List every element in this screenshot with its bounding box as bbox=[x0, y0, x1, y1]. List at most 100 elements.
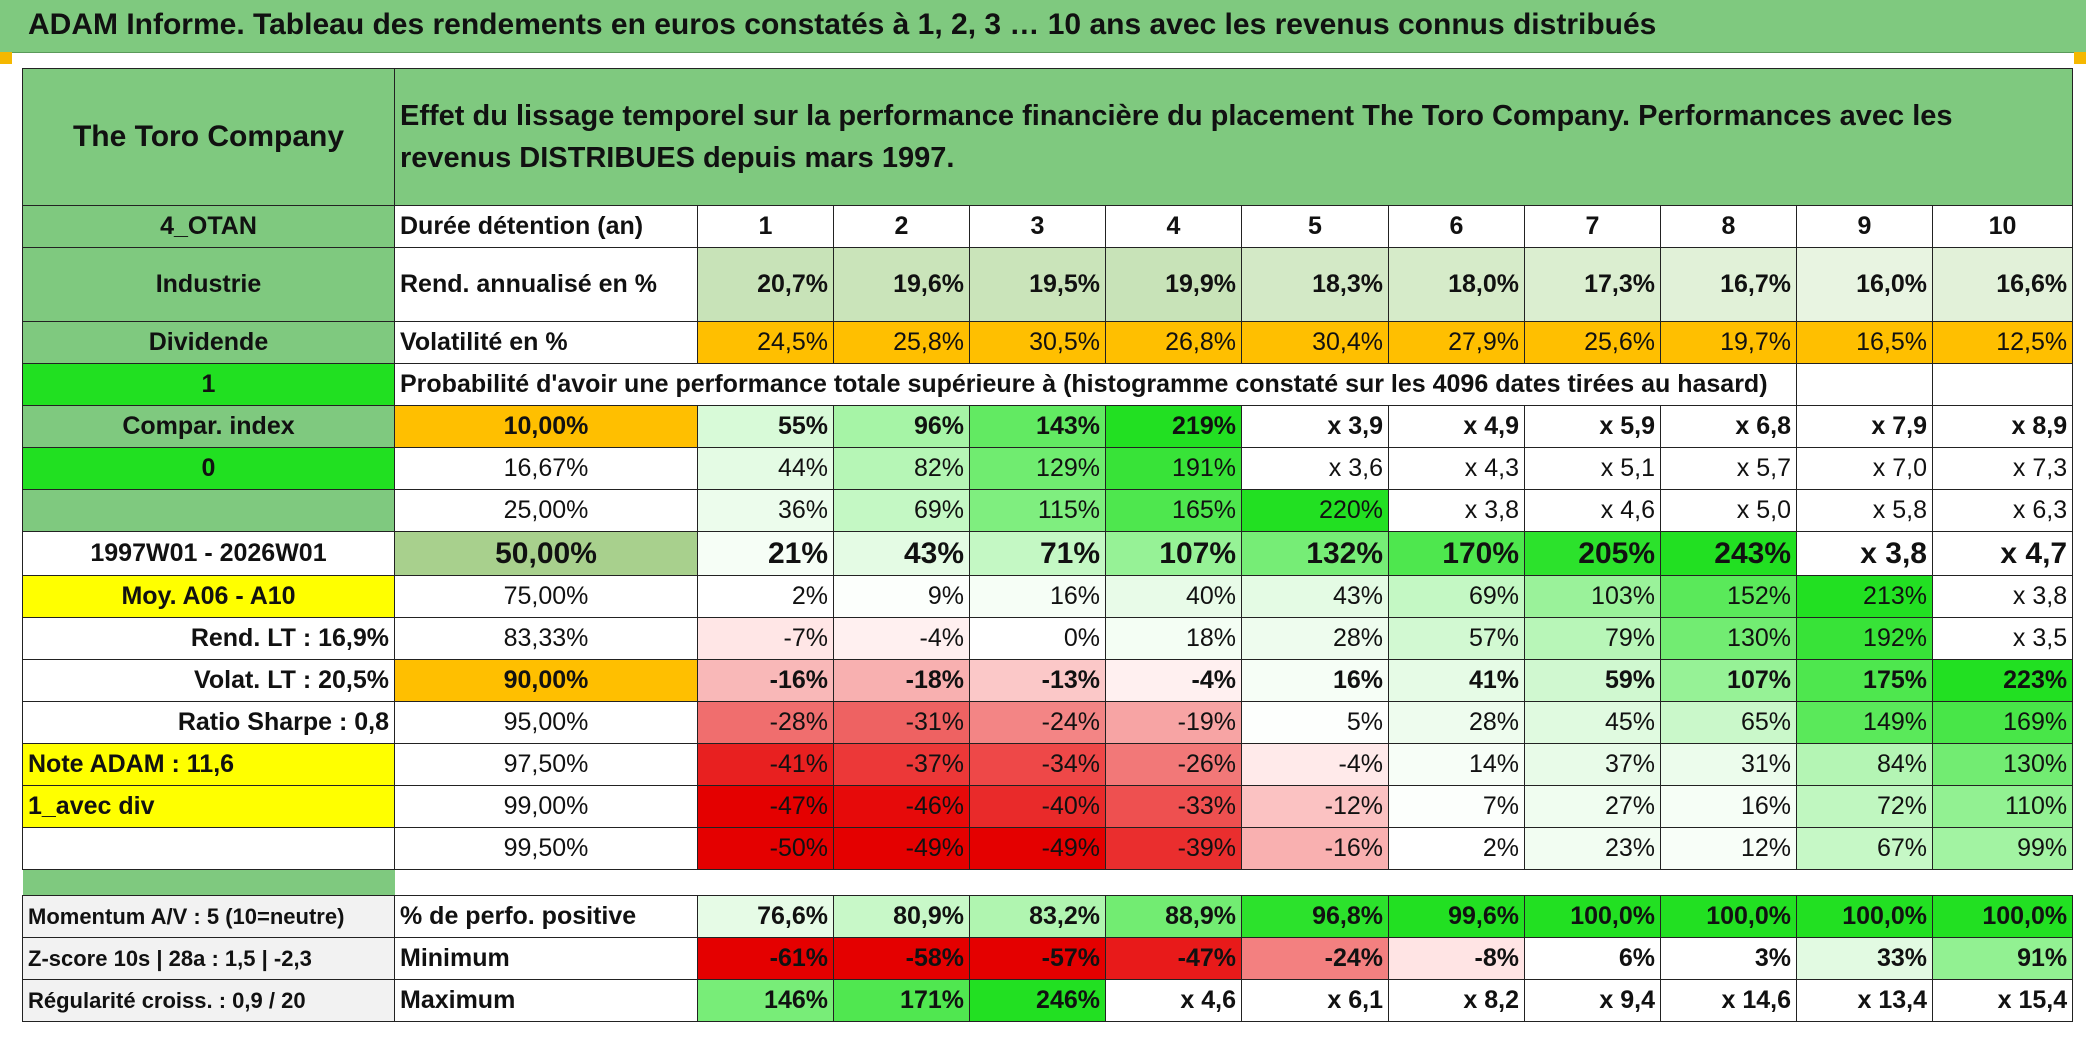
durations-label: Durée détention (an) bbox=[394, 205, 698, 248]
annual-return-value: 16,6% bbox=[1931, 247, 2074, 322]
probability-value: 129% bbox=[969, 447, 1106, 490]
table-row: Moy. A06 - A10 75,00% 2% 9% 16% 40% 43% 69% 103%… bbox=[22, 575, 2074, 618]
stat-label: % de perfo. positive bbox=[394, 895, 698, 938]
table-row: 1997W01 - 2026W01 50,00% 21% 43% 71% 107% 132%… bbox=[22, 531, 2074, 576]
flag-cell: 0 bbox=[22, 447, 395, 490]
probability-value: 0% bbox=[969, 617, 1106, 660]
probability-value: 28% bbox=[1241, 617, 1389, 660]
table-row: Volat. LT : 20,5% 90,00% -16% -18% -13% -4% 16… bbox=[22, 659, 2074, 702]
probability-value: 16% bbox=[1660, 785, 1797, 828]
probability-value: 55% bbox=[697, 405, 834, 448]
probability-value: x 3,8 bbox=[1388, 489, 1525, 532]
percentile-label: 16,67% bbox=[394, 447, 698, 490]
spacer bbox=[395, 870, 2073, 896]
probability-value: 71% bbox=[969, 531, 1106, 576]
table-row: 99,50% -50% -49% -49% -39% -16% 2% 23% 12% 67% 99% bbox=[22, 827, 2074, 870]
stat-value: 33% bbox=[1796, 937, 1933, 980]
probability-value: -33% bbox=[1105, 785, 1242, 828]
table-row: Régularité croiss. : 0,9 / 20 Maximum 146%… bbox=[22, 979, 2074, 1022]
stat-value: x 14,6 bbox=[1660, 979, 1797, 1022]
annual-return-value: 17,3% bbox=[1524, 247, 1661, 322]
probability-value: x 4,7 bbox=[1931, 531, 2074, 576]
longterm-return: Rend. LT : 16,9% bbox=[22, 617, 395, 660]
volatility-value: 25,6% bbox=[1524, 321, 1661, 364]
probability-value: x 5,1 bbox=[1524, 447, 1661, 490]
volatility-value: 25,8% bbox=[833, 321, 970, 364]
probability-value: 59% bbox=[1524, 659, 1661, 702]
probability-value: 165% bbox=[1105, 489, 1242, 532]
probability-value: 69% bbox=[833, 489, 970, 532]
dividend-label: Dividende bbox=[22, 321, 395, 364]
probability-value: x 7,9 bbox=[1796, 405, 1933, 448]
stat-value: x 4,6 bbox=[1105, 979, 1242, 1022]
stat-side-label: Régularité croiss. : 0,9 / 20 bbox=[22, 979, 395, 1022]
duration-header: 8 bbox=[1660, 205, 1797, 248]
probability-value: 2% bbox=[1388, 827, 1525, 870]
table-row: Rend. LT : 16,9% 83,33% -7% -4% 0% 18% 28% 57% 7… bbox=[22, 617, 2074, 660]
probability-value: 43% bbox=[1241, 575, 1389, 618]
probability-value: 9% bbox=[833, 575, 970, 618]
probability-value: 23% bbox=[1524, 827, 1661, 870]
annual-return-value: 18,3% bbox=[1241, 247, 1389, 322]
corner-marker bbox=[2074, 52, 2086, 64]
stat-value: 99,6% bbox=[1388, 895, 1525, 938]
duration-header: 6 bbox=[1388, 205, 1525, 248]
probability-value: -26% bbox=[1105, 743, 1242, 786]
probability-value: -28% bbox=[697, 701, 834, 744]
percentile-label: 10,00% bbox=[394, 405, 698, 448]
header-description: Effet du lissage temporel sur la perform… bbox=[393, 68, 2074, 206]
probability-value: 28% bbox=[1388, 701, 1525, 744]
probability-value: 69% bbox=[1388, 575, 1525, 618]
ticker-code: 4_OTAN bbox=[22, 205, 395, 248]
sector: Industrie bbox=[22, 247, 395, 322]
percentile-label: 50,00% bbox=[394, 531, 698, 576]
annual-return-value: 19,9% bbox=[1105, 247, 1242, 322]
probability-value: 130% bbox=[1660, 617, 1797, 660]
stat-value: 100,0% bbox=[1796, 895, 1933, 938]
probability-title: Probabilité d'avoir une performance tota… bbox=[394, 363, 1797, 406]
period-label: 1997W01 - 2026W01 bbox=[22, 531, 395, 576]
table-row: Z-score 10s | 28a : 1,5 | -2,3 Minimum -61… bbox=[22, 937, 2074, 980]
probability-value: 243% bbox=[1660, 531, 1797, 576]
probability-value: -4% bbox=[833, 617, 970, 660]
annual-return-label: Rend. annualisé en % bbox=[394, 247, 698, 322]
probability-value: 205% bbox=[1524, 531, 1661, 576]
table-row: Ratio Sharpe : 0,8 95,00% -28% -31% -24% -19%… bbox=[22, 701, 2074, 744]
stat-value: 146% bbox=[697, 979, 834, 1022]
probability-value: -13% bbox=[969, 659, 1106, 702]
probability-value: -41% bbox=[697, 743, 834, 786]
probability-value: 41% bbox=[1388, 659, 1525, 702]
probability-value: x 7,3 bbox=[1931, 447, 2074, 490]
stat-label: Minimum bbox=[394, 937, 698, 980]
probability-value: 14% bbox=[1388, 743, 1525, 786]
probability-value: -34% bbox=[969, 743, 1106, 786]
probability-value: x 3,9 bbox=[1241, 405, 1389, 448]
probability-value: -16% bbox=[1241, 827, 1389, 870]
stat-value: x 15,4 bbox=[1931, 979, 2074, 1022]
annual-return-value: 16,0% bbox=[1796, 247, 1933, 322]
probability-value: 16% bbox=[1241, 659, 1389, 702]
probability-value: 12% bbox=[1660, 827, 1797, 870]
probability-value: -18% bbox=[833, 659, 970, 702]
probability-value: 2% bbox=[697, 575, 834, 618]
volatility-value: 27,9% bbox=[1388, 321, 1525, 364]
probability-value: 7% bbox=[1388, 785, 1525, 828]
probability-value: 115% bbox=[969, 489, 1106, 532]
probability-value: 82% bbox=[833, 447, 970, 490]
empty-cell bbox=[22, 827, 395, 870]
table-row: 1 Probabilité d'avoir une performance tot… bbox=[22, 363, 2074, 406]
probability-value: -46% bbox=[833, 785, 970, 828]
stat-value: 6% bbox=[1524, 937, 1661, 980]
probability-value: 213% bbox=[1796, 575, 1933, 618]
probability-value: 170% bbox=[1388, 531, 1525, 576]
average-label: Moy. A06 - A10 bbox=[22, 575, 395, 618]
table-row: Industrie Rend. annualisé en % 20,7% 19,6% 1… bbox=[22, 247, 2074, 322]
probability-value: -4% bbox=[1105, 659, 1242, 702]
table-row: Note ADAM : 11,6 97,50% -41% -37% -34% -26% -4… bbox=[22, 743, 2074, 786]
annual-return-value: 19,6% bbox=[833, 247, 970, 322]
duration-header: 1 bbox=[697, 205, 834, 248]
volatility-value: 16,5% bbox=[1796, 321, 1933, 364]
probability-value: 191% bbox=[1105, 447, 1242, 490]
probability-value: 132% bbox=[1241, 531, 1389, 576]
adam-note: Note ADAM : 11,6 bbox=[22, 743, 395, 786]
